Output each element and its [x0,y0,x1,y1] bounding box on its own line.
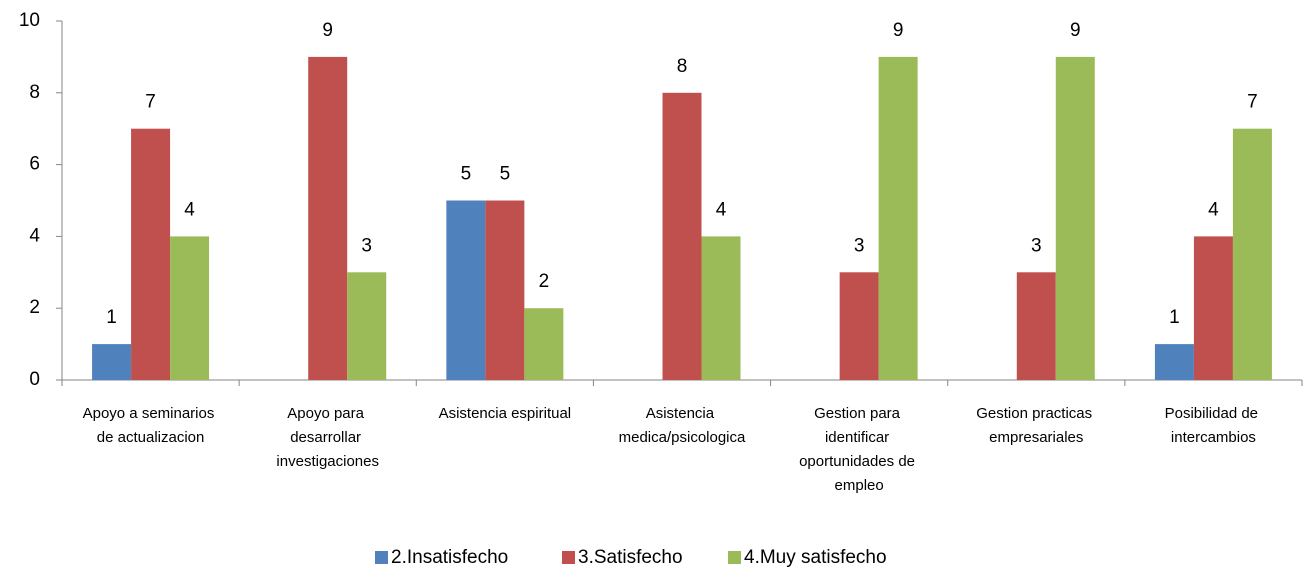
bar [92,344,132,380]
data-label: 9 [1070,20,1081,41]
y-tick-label: 2 [29,297,40,318]
x-tick-label: Posibilidad de intercambios [1165,405,1263,446]
legend-label: 2.Insatisfecho [391,547,508,568]
data-label: 3 [854,235,865,256]
data-label: 8 [677,56,688,77]
y-tick-label: 0 [29,369,40,390]
data-label: 9 [893,20,904,41]
data-label: 4 [1208,199,1219,220]
bar [446,200,486,380]
bar [662,92,702,381]
data-label: 4 [716,199,727,220]
y-tick-label: 10 [19,10,40,31]
data-label: 1 [1169,307,1180,328]
bar [839,272,879,380]
x-tick-label: Asistencia espiritual [439,405,572,422]
legend-swatch [728,551,741,564]
data-label: 1 [106,307,117,328]
bar [347,272,387,380]
legend-label: 4.Muy satisfecho [744,547,887,568]
y-tick-label: 6 [29,154,40,175]
x-tick-label: Asistencia medica/psicologica [619,405,746,446]
bar [1055,56,1095,381]
x-tick-label: Apoyo a seminarios de actualizacion [83,405,219,446]
data-label: 3 [361,235,372,256]
bar [1016,272,1056,380]
y-tick-label: 8 [29,82,40,103]
data-label: 5 [461,164,472,185]
bar [308,56,348,381]
bar [170,236,210,380]
bar [524,308,564,380]
x-tick-label: Gestion para identificar oportunidades d… [799,405,919,494]
legend-label: 3.Satisfecho [578,547,683,568]
x-tick-label: Apoyo para desarrollar investigaciones [276,405,379,470]
bar [701,236,741,380]
data-label: 9 [322,20,333,41]
bar [1193,236,1233,380]
bar [485,200,525,380]
y-tick-label: 4 [29,225,40,246]
bar [131,128,171,380]
data-label: 7 [145,92,156,113]
legend-swatch [375,551,388,564]
x-tick-label: Gestion practicas empresariales [976,405,1096,446]
data-label: 3 [1031,235,1042,256]
bar [1232,128,1272,380]
data-label: 2 [539,271,550,292]
data-label: 7 [1247,92,1258,113]
bar [878,56,918,381]
legend-swatch [562,551,575,564]
bar [1154,344,1194,380]
data-label: 5 [500,164,511,185]
data-label: 4 [184,199,195,220]
